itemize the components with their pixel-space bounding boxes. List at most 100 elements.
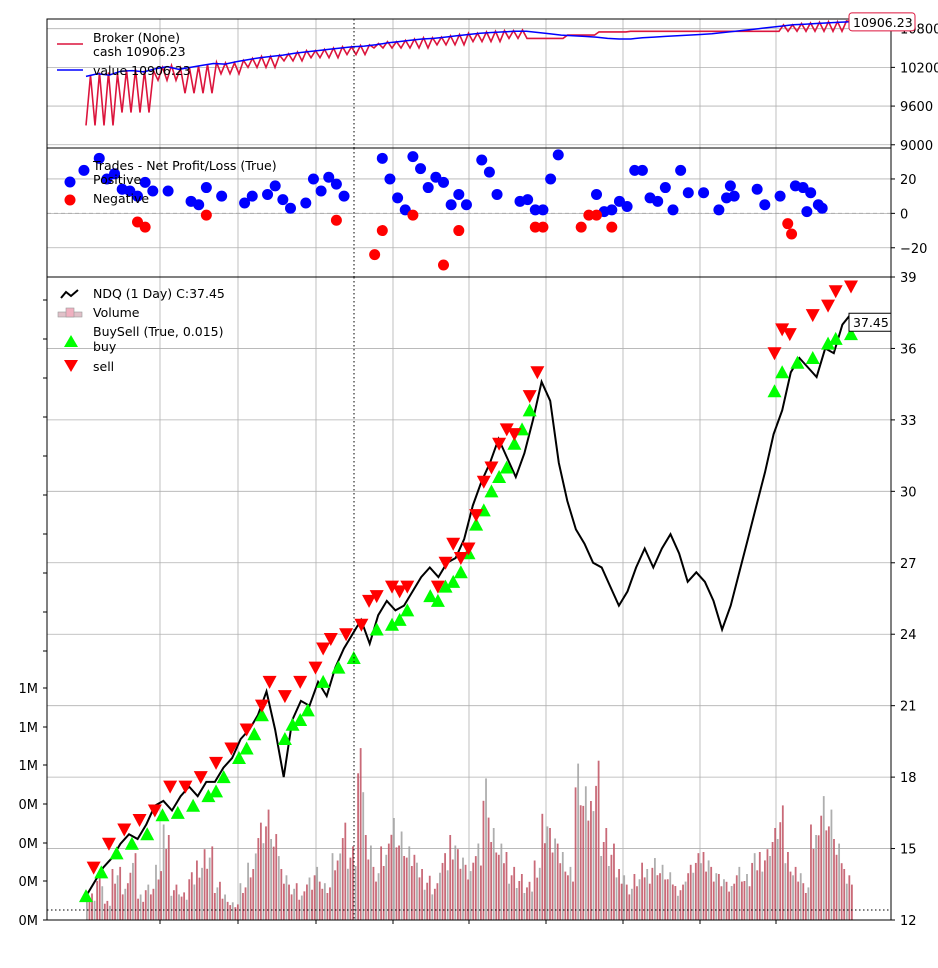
trade-positive-point <box>415 163 427 175</box>
volume-bar <box>623 875 626 920</box>
legend-positive-label: Positive <box>93 172 141 187</box>
legend-value-label: value 10906.23 <box>93 63 191 78</box>
volume-bar <box>111 869 114 920</box>
volume-bar <box>784 863 787 920</box>
volume-bar <box>820 815 823 920</box>
volume-bar <box>559 863 562 920</box>
buy-marker <box>423 589 438 603</box>
buy-marker <box>170 805 185 819</box>
price-line <box>85 313 852 897</box>
volume-bar <box>472 862 475 920</box>
volume-bar <box>213 893 216 920</box>
trade-positive-point <box>139 176 151 188</box>
volume-bar <box>605 828 608 920</box>
sell-marker <box>492 437 507 451</box>
volume-bar <box>653 858 656 920</box>
volume-bar <box>618 869 620 920</box>
volume-bar <box>390 834 393 920</box>
buy-marker <box>239 741 254 755</box>
buy-marker <box>492 470 507 484</box>
volume-bar <box>518 881 521 920</box>
trade-negative-point <box>537 221 549 233</box>
sell-marker <box>438 556 453 570</box>
volume-bar <box>735 875 738 920</box>
sell-marker <box>354 618 369 632</box>
volume-bar <box>387 843 390 920</box>
sell-marker <box>316 642 331 656</box>
trade-positive-point <box>193 199 205 211</box>
volume-bar <box>797 881 800 920</box>
volume-bar <box>155 864 157 920</box>
volume-bar <box>508 883 510 920</box>
trade-positive-point <box>529 204 541 216</box>
trade-positive-point <box>545 173 557 185</box>
sell-marker <box>476 475 491 489</box>
volume-bar <box>459 868 462 920</box>
volume-bar <box>349 857 352 920</box>
trade-positive-point <box>522 194 534 206</box>
volume-bar <box>769 856 771 920</box>
broker-ytick-label: 9600 <box>900 100 933 115</box>
legend-cash-label: cash 10906.23 <box>93 44 186 59</box>
trade-positive-point <box>269 180 281 192</box>
trade-positive-point <box>591 188 602 200</box>
volume-bar <box>643 877 646 920</box>
volume-bar <box>160 871 162 920</box>
volume-bar <box>758 852 761 920</box>
trade-positive-point <box>438 176 449 188</box>
trade-positive-point <box>300 197 312 209</box>
trade-positive-point <box>751 183 763 195</box>
volume-bar <box>357 773 360 920</box>
volume-bar <box>96 881 99 920</box>
buy-marker <box>767 384 782 398</box>
buy-marker <box>828 331 843 345</box>
legend-price-label: NDQ (1 Day) C:37.45 <box>93 286 225 301</box>
buy-marker <box>232 751 246 765</box>
trade-positive-point <box>323 171 335 183</box>
volume-bar <box>546 826 549 920</box>
trade-positive-point <box>200 182 212 194</box>
volume-bar <box>730 886 733 920</box>
trade-positive-point <box>659 182 671 194</box>
trade-positive-point <box>262 188 274 200</box>
volume-bar <box>277 856 280 920</box>
volume-bar <box>147 884 150 920</box>
sell-marker <box>86 861 101 875</box>
volume-bar <box>334 870 336 920</box>
buy-marker <box>140 827 155 841</box>
trade-negative-point <box>453 225 465 237</box>
volume-bar <box>91 893 93 920</box>
sell-marker <box>767 347 782 361</box>
buy-marker <box>507 436 522 450</box>
volume-bar <box>119 866 122 920</box>
volume-bar <box>531 891 533 920</box>
volume-bar <box>822 796 825 920</box>
volume-bar <box>615 877 618 920</box>
sell-marker <box>163 780 178 794</box>
volume-bar <box>694 862 697 920</box>
volume-tick-label: 1M <box>19 721 39 736</box>
volume-bar <box>116 875 119 920</box>
volume-bar <box>344 822 347 920</box>
volume-bar <box>723 879 725 920</box>
volume-bar <box>838 843 841 920</box>
buy-marker <box>186 798 201 812</box>
trade-positive-point <box>392 192 404 204</box>
volume-bar <box>725 881 728 920</box>
volume-tick-label: 0M <box>19 837 39 852</box>
price-ytick-label: 39 <box>900 271 917 286</box>
volume-bar <box>190 872 193 920</box>
volume-bar <box>283 883 285 920</box>
buy-marker <box>385 617 399 631</box>
volume-bar <box>766 849 769 920</box>
volume-bar <box>167 835 170 920</box>
volume-bar <box>185 899 188 920</box>
volume-bar <box>216 887 219 920</box>
trade-negative-point <box>782 218 794 230</box>
trade-positive-point <box>93 152 105 164</box>
price-last-value-tag <box>848 312 892 332</box>
volume-bar <box>526 887 528 920</box>
sell-marker <box>805 309 820 323</box>
volume-bar <box>556 843 559 920</box>
volume-bar <box>288 884 290 920</box>
